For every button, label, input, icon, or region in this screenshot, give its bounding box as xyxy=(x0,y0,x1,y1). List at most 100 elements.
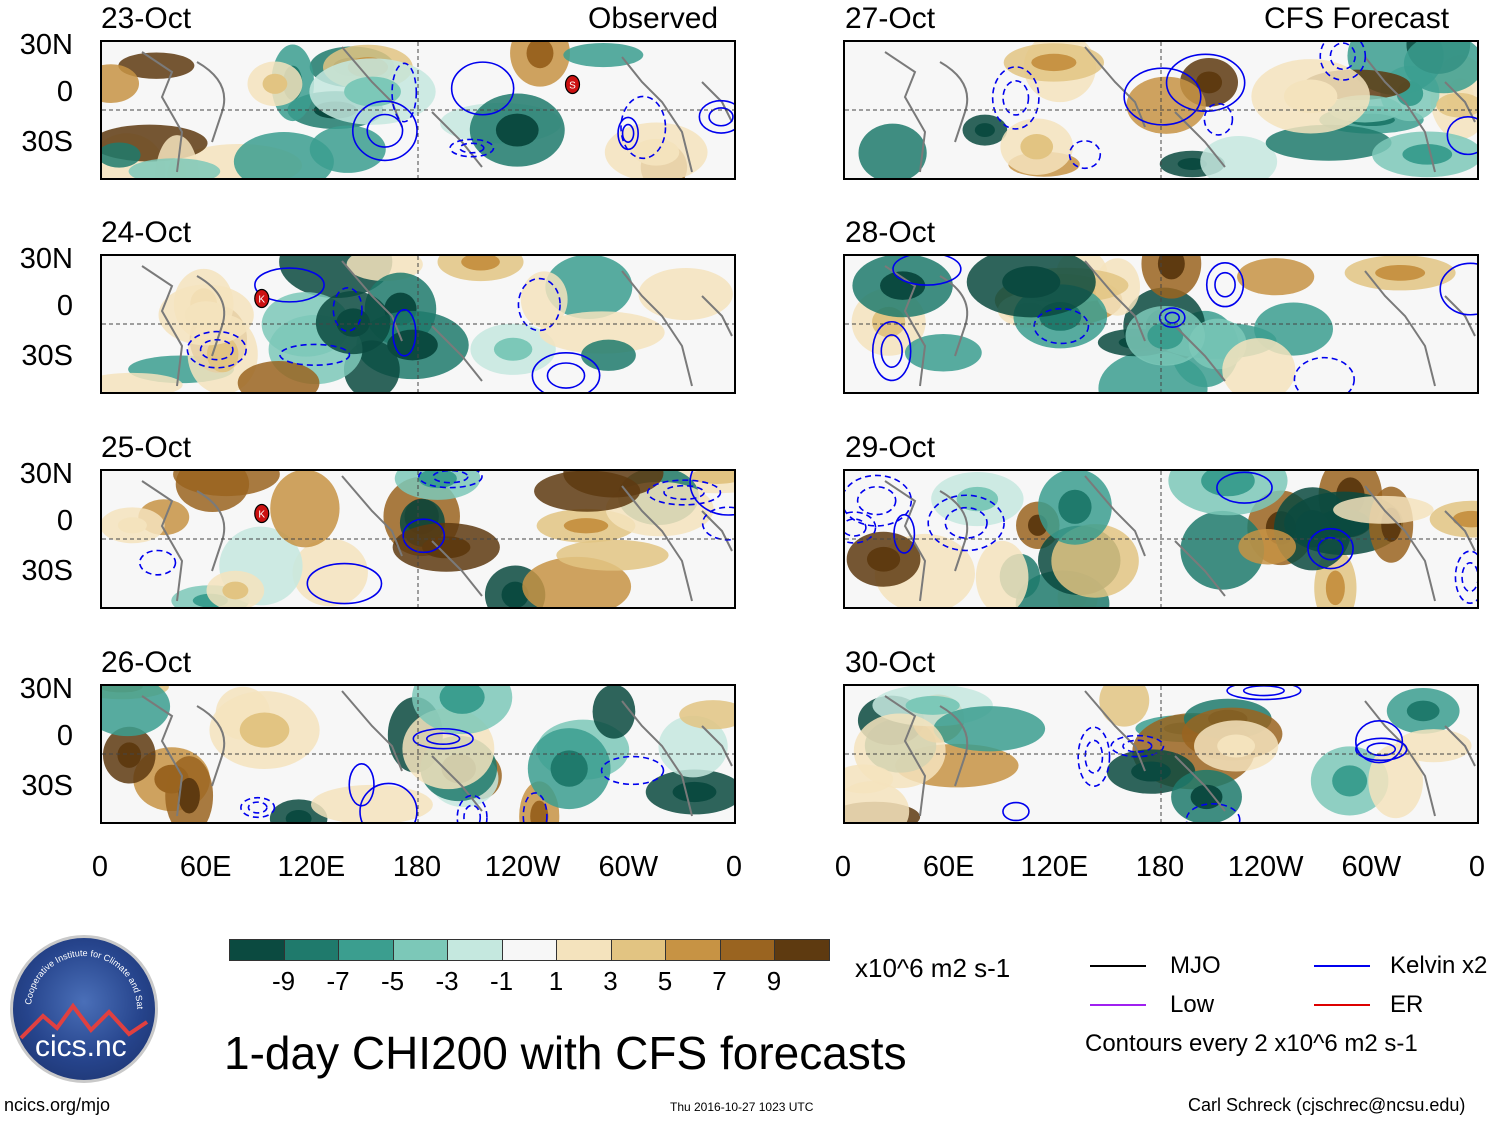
y-tick-label: 30S xyxy=(21,770,73,802)
anomaly-core xyxy=(526,42,554,69)
legend-er-line xyxy=(1314,1004,1370,1006)
anomaly-patch xyxy=(1099,686,1150,727)
kelvin-contour xyxy=(698,99,734,134)
kelvin-contour xyxy=(1110,734,1165,758)
y-tick-label: 30S xyxy=(21,340,73,372)
x-tick-label: 60W xyxy=(598,851,659,883)
kelvin-contour xyxy=(893,513,916,554)
kelvin-contour xyxy=(418,471,483,489)
kelvin-contour xyxy=(600,755,665,786)
coastline xyxy=(884,480,927,602)
x-tick-label: 180 xyxy=(392,851,442,883)
anomaly-core xyxy=(1002,266,1061,298)
anomaly-patch xyxy=(102,686,171,737)
anomaly-patch xyxy=(858,123,927,178)
map-panel-left-1: S xyxy=(100,40,736,180)
coastline xyxy=(1174,540,1226,597)
colorbar-swatch xyxy=(774,939,830,961)
x-tick-label: 60E xyxy=(922,851,975,883)
coastline xyxy=(1364,485,1436,602)
kelvin-contour xyxy=(279,343,351,367)
anomaly-core xyxy=(493,337,533,361)
anomaly-patch xyxy=(853,713,946,789)
cfs-forecast-header: CFS Forecast xyxy=(1264,2,1450,35)
kelvin-contour xyxy=(845,474,913,527)
kelvin-contour xyxy=(1317,536,1344,561)
logo-text: cics.nc xyxy=(35,1030,127,1063)
anomaly-core xyxy=(1131,761,1171,782)
panel-date-left-1: 23-Oct xyxy=(101,2,192,35)
x-tick-label: 120W xyxy=(484,851,561,883)
kelvin-contour xyxy=(186,330,247,369)
anomaly-core xyxy=(550,750,588,787)
observed-header: Observed xyxy=(588,2,719,35)
anomaly-core xyxy=(905,696,960,715)
anomaly-core xyxy=(222,581,249,600)
kelvin-contour xyxy=(892,256,962,286)
figure-title: 1-day CHI200 with CFS forecasts xyxy=(224,1027,907,1079)
anomaly-core xyxy=(1217,734,1256,758)
kelvin-contour xyxy=(701,506,734,541)
anomaly-patch xyxy=(1436,92,1477,118)
coastline xyxy=(431,325,483,382)
field-svg: S xyxy=(102,42,734,178)
coastline xyxy=(701,295,733,337)
coastline xyxy=(1174,111,1226,168)
panel-date-right-3: 29-Oct xyxy=(845,431,936,464)
x-tick-label: 180 xyxy=(1135,851,1185,883)
kelvin-contour xyxy=(1319,42,1367,81)
anomaly-core xyxy=(974,123,995,138)
legend-kelvin-label: Kelvin x2 xyxy=(1390,952,1488,979)
anomaly-core xyxy=(866,546,901,572)
colorbar-label: 1 xyxy=(548,966,564,996)
coastline xyxy=(884,51,927,173)
anomaly-patch xyxy=(311,784,433,822)
anomaly-patch xyxy=(1265,124,1392,161)
anomaly-patch xyxy=(638,267,733,321)
anomaly-patch xyxy=(592,686,636,739)
colorbar-label: -9 xyxy=(271,966,296,996)
anomaly-core xyxy=(501,581,529,607)
kelvin-contour xyxy=(1307,527,1354,570)
coastline xyxy=(884,265,927,387)
map-panel-right-2 xyxy=(843,254,1479,394)
map-panel-right-4 xyxy=(843,684,1479,824)
anomaly-core xyxy=(178,777,200,814)
coastline xyxy=(196,490,226,572)
anomaly-core xyxy=(1058,489,1092,524)
map-panel-right-3 xyxy=(843,469,1479,609)
field-svg xyxy=(845,256,1477,392)
kelvin-contour xyxy=(1123,67,1202,126)
kelvin-contour xyxy=(871,320,912,382)
anomaly-core xyxy=(336,308,370,337)
kelvin-contour xyxy=(1454,550,1477,604)
storm-marker xyxy=(254,503,270,524)
anomaly-core xyxy=(117,517,147,534)
colorbar-swatch xyxy=(392,939,448,961)
colorbar-swatch xyxy=(719,939,775,961)
map-panel-left-3: K xyxy=(100,469,736,609)
kelvin-contour xyxy=(351,100,418,162)
kelvin-contour xyxy=(1242,686,1285,697)
legend-low-label: Low xyxy=(1170,991,1215,1018)
anomaly-patch xyxy=(1180,510,1265,590)
kelvin-contour xyxy=(620,95,667,160)
x-tick-label: 0 xyxy=(1468,851,1486,883)
logo-art: Cooperative Institute for Climate and Sa… xyxy=(13,938,149,1040)
anomaly-core xyxy=(1157,256,1185,280)
kelvin-contour xyxy=(1002,80,1030,116)
coastline xyxy=(196,61,226,143)
kelvin-contour xyxy=(199,338,234,361)
kelvin-contour xyxy=(1461,562,1477,593)
coastline xyxy=(341,690,403,772)
kelvin-contour xyxy=(1355,737,1408,762)
coastline xyxy=(196,705,226,787)
coastline xyxy=(1084,690,1146,772)
kelvin-contour xyxy=(463,804,482,822)
anomaly-patch xyxy=(556,539,669,571)
kelvin-contour xyxy=(944,506,988,539)
colorbar-label: 9 xyxy=(766,966,782,996)
x-tick-label: 60E xyxy=(179,851,232,883)
map-panel-right-1 xyxy=(843,40,1479,180)
kelvin-contour xyxy=(1164,311,1180,324)
